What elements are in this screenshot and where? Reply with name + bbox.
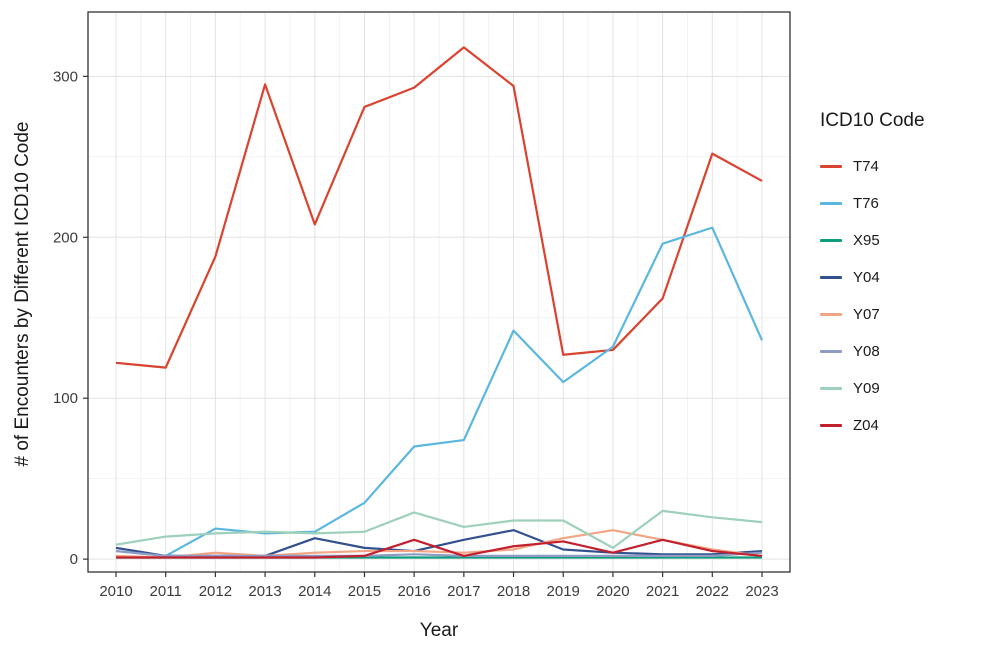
x-tick-label: 2012 xyxy=(199,583,232,600)
legend-key-line xyxy=(820,276,842,279)
plot-area: 0 100 200 300 2010 2011 2012 2013 2014 2015 2016 20… xyxy=(53,11,791,600)
x-tick-label: 2015 xyxy=(348,583,381,600)
legend-key-line xyxy=(820,350,842,353)
x-tick-label: 2011 xyxy=(150,583,182,600)
x-tick-label: 2022 xyxy=(696,583,729,600)
legend-item-label: T74 xyxy=(853,158,879,175)
series-line-Y09 xyxy=(115,509,763,549)
legend-item-T76: T76 xyxy=(820,185,985,222)
x-tick-label: 2010 xyxy=(99,583,132,600)
x-tick-label: 2013 xyxy=(248,583,281,600)
legend-item-label: T76 xyxy=(853,195,879,212)
x-tick-label: 2016 xyxy=(397,583,430,600)
legend-key-line xyxy=(820,202,842,205)
legend-item-X95: X95 xyxy=(820,222,985,259)
y-tick-label: 100 xyxy=(53,390,78,407)
x-tick-label: 2018 xyxy=(497,583,530,600)
y-tick-label: 300 xyxy=(53,68,78,85)
legend-item-label: Y04 xyxy=(853,269,880,286)
legend-item-label: Y08 xyxy=(853,343,880,360)
legend-item-Y09: Y09 xyxy=(820,370,985,407)
legend-item-label: X95 xyxy=(853,232,880,249)
legend-key-line xyxy=(820,424,842,427)
legend-item-label: Z04 xyxy=(853,417,879,434)
legend-title: ICD10 Code xyxy=(820,110,925,131)
y-axis-title: # of Encounters by Different ICD10 Code xyxy=(12,121,33,467)
y-tick-label: 200 xyxy=(53,229,78,246)
x-tick-label: 2021 xyxy=(646,583,679,600)
x-tick-label: 2020 xyxy=(596,583,629,600)
legend-item-Y07: Y07 xyxy=(820,296,985,333)
series-line-Z04 xyxy=(116,538,763,559)
legend: ICD10 Code T74 T76 X95 Y04 Y07 Y08 Y09 Z04 xyxy=(820,110,985,444)
x-axis-title: Year xyxy=(419,620,459,641)
x-tick-label: 2017 xyxy=(447,583,480,600)
legend-key-line xyxy=(820,165,842,168)
legend-key-line xyxy=(820,313,842,316)
x-tick-label: 2023 xyxy=(745,583,778,600)
legend-item-Y04: Y04 xyxy=(820,259,985,296)
legend-item-Y08: Y08 xyxy=(820,333,985,370)
panel-border xyxy=(87,11,791,573)
legend-key-line xyxy=(820,239,842,242)
legend-item-T74: T74 xyxy=(820,148,985,185)
series-line-Y08 xyxy=(115,549,763,558)
series-line-T74 xyxy=(115,46,763,369)
series-line-Y07 xyxy=(115,529,763,559)
legend-item-Z04: Z04 xyxy=(820,407,985,444)
x-tick-label: 2014 xyxy=(298,583,331,600)
legend-item-label: Y07 xyxy=(853,306,880,323)
series-line-T76 xyxy=(115,226,764,558)
legend-items: T74 T76 X95 Y04 Y07 Y08 Y09 Z04 xyxy=(820,148,985,444)
legend-key-line xyxy=(820,387,842,390)
legend-item-label: Y09 xyxy=(853,380,880,397)
x-tick-label: 2019 xyxy=(547,583,580,600)
y-tick-label: 0 xyxy=(70,551,78,568)
